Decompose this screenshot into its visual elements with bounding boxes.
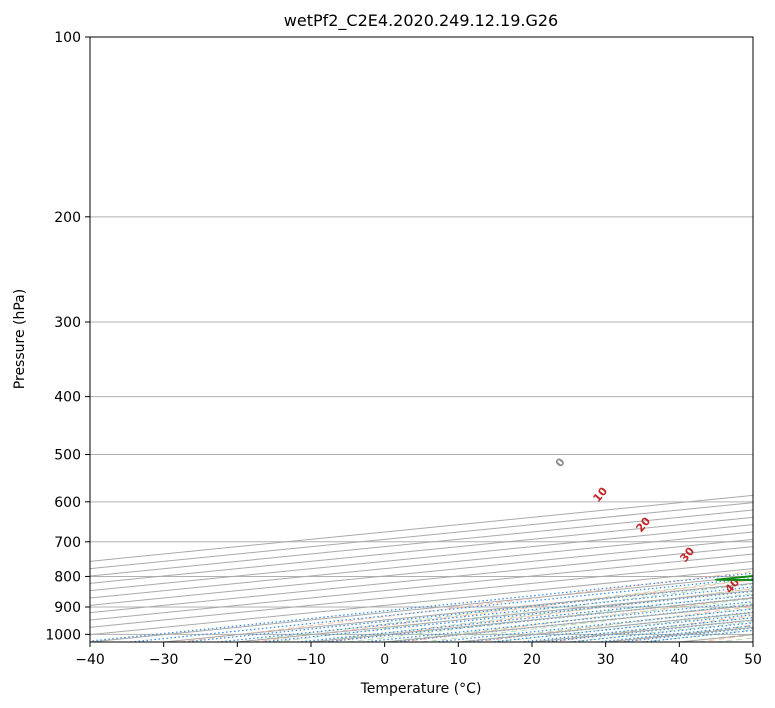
x-axis-label: Temperature (°C) <box>360 681 482 697</box>
y-tick-label: 900 <box>54 600 81 616</box>
mixing-ratio-line <box>490 614 753 642</box>
y-tick-label: 100 <box>54 30 81 46</box>
x-tick-label: 20 <box>523 652 541 668</box>
y-tick-label: 800 <box>54 569 81 585</box>
mixing-ratio-line <box>90 572 753 642</box>
y-tick-label: 200 <box>54 210 81 226</box>
y-axis: 100 200 300 400 500 600 700 800 900 1000 <box>45 30 90 643</box>
moist-adiabat <box>384 598 753 642</box>
isotherm <box>90 502 753 570</box>
y-tick-label: 400 <box>54 390 81 406</box>
isotherm <box>90 494 753 562</box>
dry-adiabat <box>178 570 753 642</box>
mixing-ratio-line <box>519 617 753 642</box>
isotherm <box>90 524 753 592</box>
pressure-gridlines <box>90 37 753 635</box>
x-tick-label: 0 <box>380 652 389 668</box>
x-tick-label: −30 <box>149 652 179 668</box>
plot-area: -100-90-80-70-60-50-40-30-20-100.10.20.4… <box>90 37 753 642</box>
x-tick-label: −20 <box>223 652 253 668</box>
isotherms <box>90 494 753 642</box>
x-tick-label: −40 <box>75 652 105 668</box>
x-tick-label: 40 <box>670 652 688 668</box>
y-tick-label: 700 <box>54 535 81 551</box>
x-axis: −40 −30 −20 −10 0 10 20 30 40 50 <box>75 642 762 668</box>
x-tick-label: 30 <box>597 652 615 668</box>
x-tick-label: −10 <box>296 652 326 668</box>
x-tick-label: 50 <box>744 652 762 668</box>
mixing-ratio-line <box>434 608 753 642</box>
mixing-ratio-line <box>130 577 753 642</box>
y-axis-label: Pressure (hPa) <box>12 289 28 389</box>
moist-adiabat <box>347 593 753 642</box>
isotherm <box>90 509 753 577</box>
y-tick-label: 600 <box>54 495 81 511</box>
x-tick-label: 10 <box>449 652 467 668</box>
y-tick-label: 500 <box>54 448 81 464</box>
plot-frame <box>89 36 754 643</box>
isotherm <box>90 531 753 599</box>
y-tick-label: 300 <box>54 315 81 331</box>
chart-title: wetPf2_C2E4.2020.249.12.19.G26 <box>284 11 558 31</box>
y-tick-label: 1000 <box>45 627 81 643</box>
isotherm <box>90 538 753 606</box>
isotherm <box>90 516 753 584</box>
